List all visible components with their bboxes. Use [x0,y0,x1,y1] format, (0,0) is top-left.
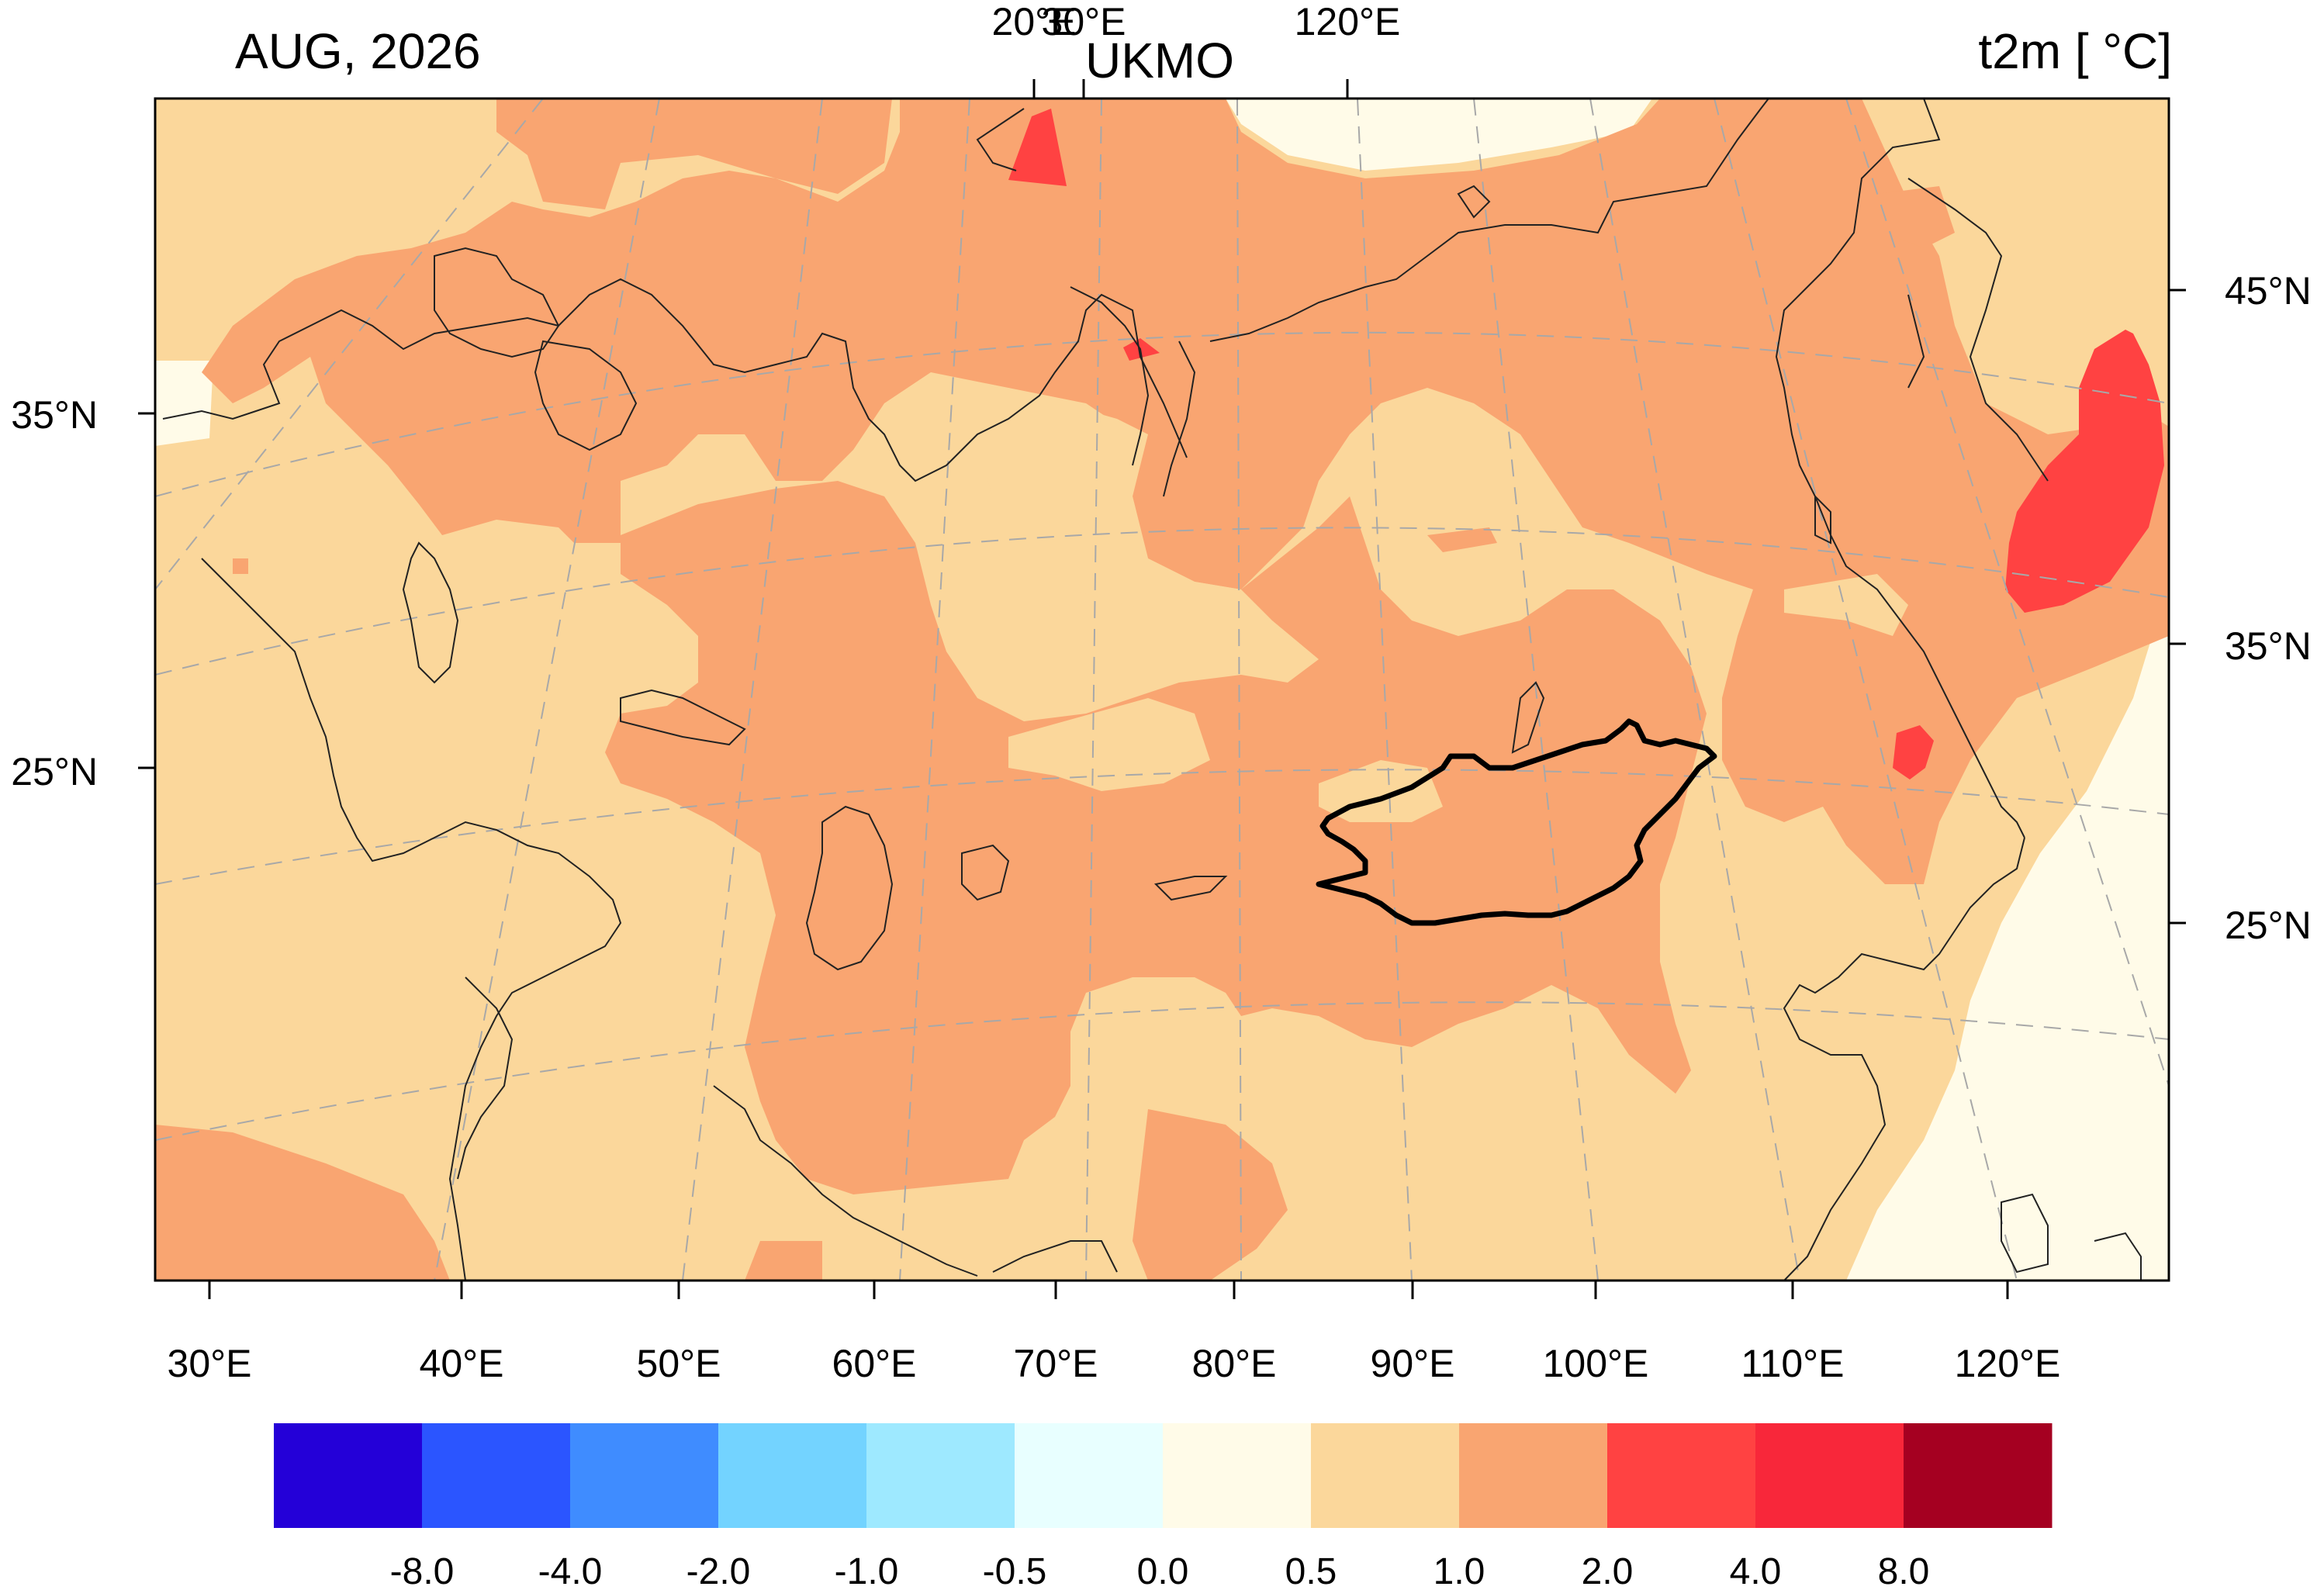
colorbar-tick-label: -0.5 [983,1551,1047,1590]
bottom-axis [208,1281,2009,1299]
bottom-tick-label-110e: 110°E [1741,1342,1844,1385]
colorbar-tick-label: -4.0 [538,1551,603,1590]
bottom-tick-label-80e: 80°E [1192,1342,1277,1385]
top-tick-label-120e: 120°E [1295,0,1401,43]
colorbar-swatch [422,1423,571,1528]
colorbar-tick-label: 2.0 [1582,1551,1634,1590]
colorbar-swatch [718,1423,867,1528]
right-tick-label-25n: 25°N [2225,904,2312,947]
colorbar-tick-label: 0.5 [1285,1551,1337,1590]
colorbar-swatch [866,1423,1015,1528]
mongolia-boundary [1316,718,1717,926]
bottom-tick-label-70e: 70°E [1014,1342,1098,1385]
left-axis [138,412,155,769]
top-tick-label-30e: 30°E [1042,0,1126,43]
colorbar-tick-label: 0.0 [1137,1551,1189,1590]
bottom-tick-label-30e: 30°E [168,1342,252,1385]
bottom-tick-label-40e: 40°E [420,1342,504,1385]
bottom-tick-label-60e: 60°E [832,1342,917,1385]
colorbar-swatch [1459,1423,1608,1528]
anomaly-field-mid [155,99,2169,1281]
colorbar-tick-label: 4.0 [1730,1551,1782,1590]
graticule-lines [155,99,2169,1281]
coastlines [162,99,2142,1281]
top-tick-label-20e: 20°E [992,0,1077,43]
colorbar-tick-label: -2.0 [686,1551,751,1590]
colorbar-tick-label: -1.0 [835,1551,899,1590]
colorbar-tick-label: 1.0 [1433,1551,1485,1590]
colorbar-swatch [274,1423,423,1528]
colorbar-tick-label: -8.0 [390,1551,455,1590]
colorbar-swatch [1755,1423,1904,1528]
colorbar-swatch [1015,1423,1164,1528]
top-axis [1032,79,1349,99]
left-tick-label-35n: 35°N [11,393,98,437]
right-axis [2169,289,2186,925]
colorbar-swatch [1311,1423,1460,1528]
colorbar-swatch [1904,1423,2053,1528]
anomaly-field-high [1008,109,2164,779]
right-tick-label-45n: 45°N [2225,269,2312,313]
map-model-title: UKMO [1085,33,1234,88]
map-variable-title: t2m [ °C] [1978,23,2172,79]
colorbar-swatch [1607,1423,1756,1528]
map-frame [154,97,2170,1282]
bottom-tick-label-120e: 120°E [1955,1342,2061,1385]
colorbar-swatch [570,1423,719,1528]
bottom-tick-label-100e: 100°E [1543,1342,1649,1385]
colorbar-swatch [1163,1423,1312,1528]
left-tick-label-25n: 25°N [11,750,98,793]
colorbar [274,1423,2053,1528]
map-plot-area [155,99,2169,1281]
right-tick-label-35n: 35°N [2225,624,2312,668]
colorbar-labels: -8.0 -4.0 -2.0 -1.0 -0.5 0.0 0.5 1.0 2.0 4.0 8.0 [390,1551,1930,1590]
map-date-title: AUG, 2026 [235,23,481,79]
colorbar-tick-label: 8.0 [1878,1551,1930,1590]
bottom-tick-label-90e: 90°E [1371,1342,1455,1385]
bottom-tick-label-50e: 50°E [637,1342,721,1385]
